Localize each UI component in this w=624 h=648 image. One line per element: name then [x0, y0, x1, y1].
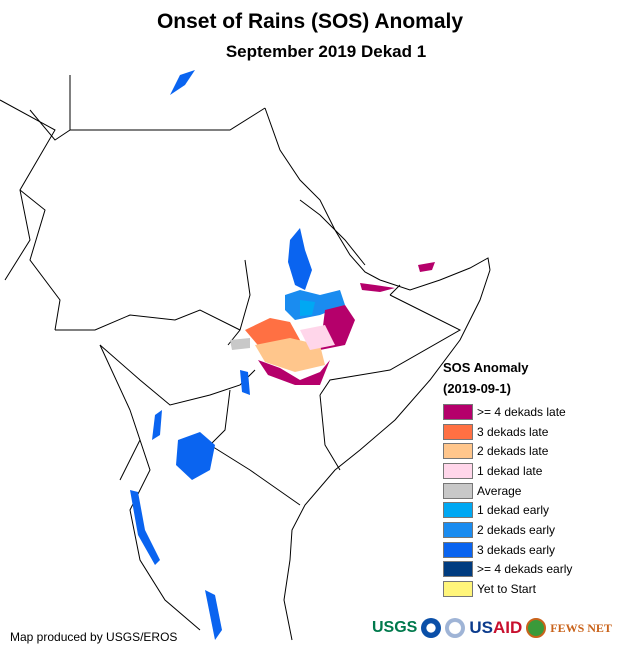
- legend-swatch: [443, 502, 473, 519]
- anomaly-patch-early-light: [300, 300, 315, 316]
- chad-sudan-border: [19, 189, 61, 331]
- legend-date: (2019-09-1): [443, 381, 511, 396]
- legend-item: Yet to Start: [443, 579, 572, 599]
- map-subtitle: September 2019 Dekad 1: [225, 42, 427, 61]
- credit-text: Map produced by USGS/EROS: [10, 630, 178, 644]
- egypt-sudan-border: [70, 107, 266, 131]
- legend-label: 2 dekads late: [477, 444, 549, 459]
- legend-item: 2 dekads late: [443, 441, 572, 461]
- legend-label: >= 4 dekads early: [477, 562, 573, 577]
- legend-swatch: [443, 581, 473, 598]
- legend-swatch: [443, 423, 473, 440]
- anomaly-patch-horn: [360, 283, 395, 292]
- legend-label: Average: [477, 483, 522, 498]
- legend-label: 3 dekads late: [477, 424, 549, 439]
- legend-item: 3 dekads late: [443, 422, 572, 442]
- anomaly-patches: [130, 70, 435, 640]
- legend-item: 2 dekads early: [443, 520, 572, 540]
- libya-sudan-border: [0, 99, 56, 281]
- kenya-tanzania-border: [209, 444, 301, 506]
- anomaly-patch-late-4-south: [258, 360, 330, 385]
- legend-item: 1 dekad late: [443, 461, 572, 481]
- logo-strip: USGS USAID FEWS NET: [372, 618, 612, 638]
- somalia-coast: [283, 269, 491, 641]
- legend-swatch: [443, 462, 473, 479]
- country-borders: [0, 75, 491, 641]
- legend-label: 1 dekad late: [477, 463, 543, 478]
- anomaly-patch-late-2: [255, 338, 325, 372]
- kenya-somalia-border: [319, 394, 341, 471]
- legend-swatch: [443, 521, 473, 538]
- usgs-logo: USGS: [372, 619, 418, 636]
- lake-malawi: [205, 590, 222, 640]
- legend-label: Yet to Start: [477, 582, 536, 597]
- red-sea-coast: [264, 107, 381, 281]
- legend-title: SOS Anomaly: [443, 360, 529, 375]
- ethiopia-somalia-border: [319, 294, 462, 396]
- lake-victoria: [176, 432, 215, 480]
- legend-item: >= 4 dekads early: [443, 560, 572, 580]
- south-sudan-border: [55, 309, 241, 331]
- anomaly-patch-early-north: [288, 228, 312, 290]
- legend-item: >= 4 dekads late: [443, 402, 572, 422]
- legend-swatch: [443, 482, 473, 499]
- legend-swatch: [443, 541, 473, 558]
- usaid-logo: USAID: [469, 618, 523, 637]
- legend-label: >= 4 dekads late: [477, 404, 566, 419]
- kenya-uganda-border: [209, 389, 231, 446]
- sudan-ethiopia-border: [227, 259, 251, 346]
- lake-tanganyika: [130, 490, 160, 565]
- tanzania-west-border: [129, 439, 201, 631]
- legend-label: 2 dekads early: [477, 522, 556, 537]
- somaliland-border: [389, 284, 401, 296]
- anomaly-patch-horn-east: [418, 262, 435, 272]
- usaid-seal-icon: [445, 618, 466, 638]
- legend-label: 1 dekad early: [477, 503, 550, 518]
- anomaly-patch-average: [230, 338, 250, 350]
- legend-swatch: [443, 403, 473, 420]
- legend: SOS Anomaly (2019-09-1) >= 4 dekads late…: [443, 360, 572, 599]
- drc-border: [99, 344, 141, 481]
- legend-item: 3 dekads early: [443, 540, 572, 560]
- legend-label: 3 dekads early: [477, 542, 556, 557]
- legend-item: Average: [443, 481, 572, 501]
- lake-albert: [152, 410, 162, 440]
- nasser-lake: [170, 70, 195, 95]
- fews-globe-icon: [526, 618, 547, 638]
- legend-swatch: [443, 561, 473, 578]
- fews-net-logo: FEWS NET: [550, 620, 612, 635]
- anomaly-patch-late-1: [300, 325, 335, 350]
- map-title: Onset of Rains (SOS) Anomaly: [156, 10, 464, 33]
- noaa-logo-icon: [421, 618, 442, 638]
- legend-item: 1 dekad early: [443, 500, 572, 520]
- gulf-aden-coast: [379, 257, 491, 291]
- legend-swatch: [443, 443, 473, 460]
- anomaly-patch-nile: [240, 370, 250, 395]
- libya-egypt-border: [29, 75, 71, 141]
- eritrea-djibouti-border: [299, 199, 366, 266]
